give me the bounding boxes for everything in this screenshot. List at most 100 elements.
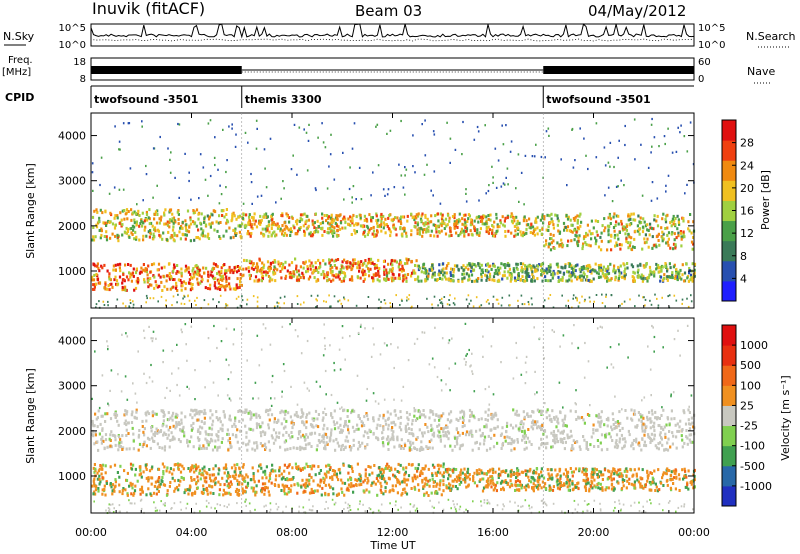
echo-cell: [142, 443, 145, 446]
echo-cell: [388, 214, 391, 217]
echo-cell: [636, 229, 640, 233]
echo-cell: [350, 411, 353, 415]
echo-cell: [577, 236, 580, 240]
scatter-cell: [260, 194, 263, 197]
echo-cell: [130, 279, 133, 283]
echo-cell: [166, 436, 169, 440]
echo-cell: [203, 446, 206, 450]
echo-cell: [289, 415, 292, 419]
echo-cell: [343, 215, 346, 219]
echo-cell: [349, 215, 352, 219]
echo-cell: [531, 272, 534, 276]
scatter-cell: [454, 148, 457, 151]
echo-cell: [317, 225, 321, 228]
echo-cell: [665, 214, 668, 218]
scatter-cell: [255, 147, 258, 150]
echo-cell: [556, 417, 559, 421]
echo-cell: [390, 421, 393, 425]
echo-cell: [148, 437, 151, 441]
scatter-cell: [386, 132, 388, 135]
echo-cell: [349, 223, 352, 227]
echo-cell: [438, 418, 441, 422]
echo-cell: [219, 288, 222, 291]
echo-cell: [522, 217, 526, 220]
scatter-cell: [651, 117, 653, 121]
ground-cell: [395, 294, 397, 297]
echo-cell: [546, 213, 549, 217]
echo-cell: [689, 440, 692, 444]
echo-cell: [530, 268, 533, 272]
echo-cell: [406, 273, 410, 276]
scatter-cell: [360, 198, 363, 201]
echo-cell: [365, 217, 368, 221]
scatter-cell: [92, 189, 94, 192]
echo-cell: [195, 411, 198, 415]
echo-cell: [234, 419, 237, 423]
echo-cell: [233, 470, 236, 474]
echo-cell: [435, 230, 438, 234]
echo-cell: [599, 425, 602, 429]
echo-cell: [242, 267, 245, 271]
echo-cell: [274, 478, 277, 482]
echo-cell: [295, 267, 298, 271]
echo-cell: [476, 231, 479, 235]
ground-cell: [528, 303, 530, 306]
echo-cell: [364, 234, 367, 238]
echo-cell: [299, 265, 302, 269]
scatter-cell: [465, 188, 467, 191]
echo-cell: [660, 425, 663, 429]
echo-cell: [112, 268, 115, 272]
scatter-cell: [424, 119, 426, 122]
echo-cell: [352, 213, 355, 217]
echo-cell: [376, 278, 379, 282]
echo-cell: [509, 215, 512, 219]
echo-cell: [211, 268, 214, 272]
ground-cell: [448, 299, 450, 301]
echo-cell: [390, 276, 393, 280]
echo-cell: [689, 278, 692, 282]
echo-cell: [540, 443, 543, 447]
echo-cell: [299, 276, 302, 279]
echo-cell: [114, 275, 117, 279]
echo-cell: [678, 222, 681, 226]
echo-cell: [328, 278, 331, 282]
echo-cell: [291, 419, 294, 423]
echo-cell: [555, 437, 558, 441]
echo-cell: [128, 271, 131, 275]
echo-cell: [335, 214, 338, 218]
echo-cell: [597, 264, 600, 267]
echo-cell: [114, 234, 117, 238]
echo-cell: [205, 480, 208, 484]
echo-cell: [212, 267, 216, 270]
echo-cell: [288, 478, 292, 482]
scatter-cell: [502, 143, 505, 146]
ground-cell: [495, 298, 498, 301]
scatter-cell: [446, 121, 448, 124]
echo-cell: [135, 279, 138, 283]
scatter-cell: [510, 140, 513, 143]
echo-cell: [580, 416, 584, 419]
echo-cell: [368, 213, 371, 217]
echo-cell: [361, 224, 364, 228]
echo-cell: [343, 408, 346, 412]
echo-cell: [248, 259, 251, 263]
echo-cell: [448, 216, 451, 220]
echo-cell: [631, 245, 635, 249]
ground-cell: [644, 304, 646, 307]
ground-cell: [183, 295, 186, 298]
echo-cell: [468, 278, 471, 282]
echo-cell: [528, 226, 531, 230]
echo-cell: [643, 237, 646, 241]
echo-cell: [385, 277, 388, 281]
echo-cell: [324, 491, 327, 495]
echo-cell: [287, 487, 290, 490]
echo-cell: [119, 445, 122, 449]
echo-cell: [601, 268, 604, 272]
echo-cell: [387, 423, 390, 427]
echo-cell: [447, 431, 451, 435]
echo-cell: [601, 272, 604, 275]
echo-cell: [673, 219, 676, 223]
echo-cell: [138, 429, 141, 432]
echo-cell: [529, 266, 532, 270]
